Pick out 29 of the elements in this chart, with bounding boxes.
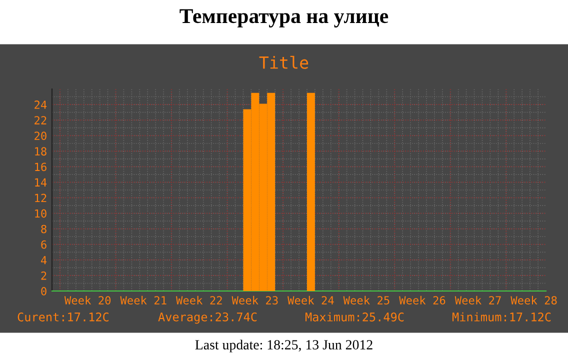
x-tick-label: Week 20 [64,296,111,305]
x-tick-label: Week 26 [399,296,446,305]
y-tick-label: 0 [41,287,46,296]
y-tick-label: 22 [34,116,46,124]
y-tick-label: 18 [35,147,46,156]
x-tick-label: Week 21 [120,296,166,305]
text: Minimum:17.12C [452,312,551,322]
y-tick-label: 10 [35,209,46,218]
chart-title: Температура на улице [180,9,388,28]
x-tick-label: Week 24 [288,296,334,305]
y-tick-label: 20 [34,132,46,140]
y-tick-label: 12 [35,194,46,202]
y-tick-label: 16 [35,162,46,172]
chart-subtitle: Title [259,56,308,69]
y-tick-label: 2 [41,271,46,280]
text: Average:23.74C [158,312,257,324]
y-tick-label: 4 [41,256,47,264]
text: Curent:17.12C [18,312,108,322]
x-tick-label: Week 22 [176,296,222,305]
y-tick-label: 14 [35,178,47,186]
x-tick-label: Week 27 [454,296,501,305]
y-tick-label: 8 [41,224,46,234]
text: Last update: 18:25, 13 Jun 2012 [195,340,372,352]
y-tick-label: 6 [41,240,46,249]
x-tick-label: Week 23 [232,296,278,305]
x-tick-label: Week 25 [343,296,390,305]
x-tick-label: Week 28 [510,296,557,305]
text: Maximum:25.49C [305,312,404,322]
y-tick-label: 24 [34,100,47,109]
